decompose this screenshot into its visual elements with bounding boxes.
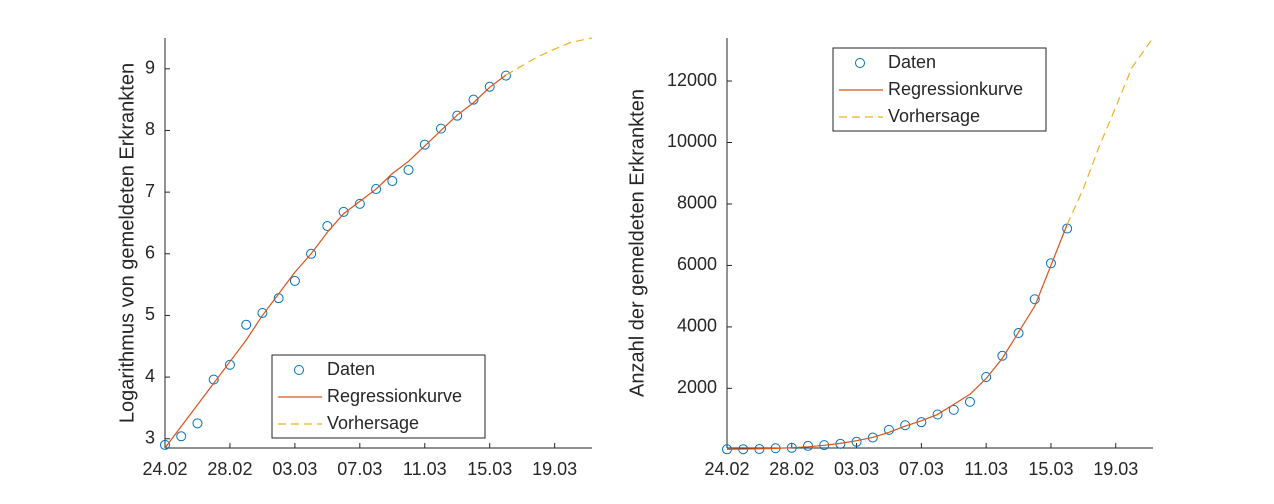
x-tick-label: 24.02 bbox=[704, 459, 749, 479]
x-tick-label: 07.03 bbox=[899, 459, 944, 479]
data-point bbox=[452, 110, 463, 121]
data-point bbox=[1029, 294, 1040, 305]
data-point bbox=[948, 404, 959, 415]
y-tick-label: 8000 bbox=[677, 193, 717, 213]
x-tick-label: 19.03 bbox=[1093, 459, 1138, 479]
y-tick-label: 4 bbox=[145, 366, 155, 386]
data-point bbox=[289, 275, 300, 286]
data-point bbox=[306, 248, 317, 259]
data-point bbox=[1013, 328, 1024, 339]
y-tick-label: 9 bbox=[145, 58, 155, 78]
data-point bbox=[224, 359, 235, 370]
x-tick-label: 15.03 bbox=[467, 459, 512, 479]
y-tick-label: 4000 bbox=[677, 316, 717, 336]
data-point bbox=[192, 418, 203, 429]
y-tick-label: 5 bbox=[145, 304, 155, 324]
data-point bbox=[436, 123, 447, 134]
data-point bbox=[371, 184, 382, 195]
y-tick-label: 10000 bbox=[667, 131, 717, 151]
data-point bbox=[932, 409, 943, 420]
legend-label: Regressionkurve bbox=[327, 386, 462, 406]
data-point bbox=[387, 176, 398, 187]
data-point bbox=[403, 164, 414, 175]
x-tick-label: 03.03 bbox=[834, 459, 879, 479]
x-tick-label: 11.03 bbox=[964, 459, 1008, 479]
x-tick-label: 11.03 bbox=[403, 459, 447, 479]
data-point bbox=[964, 396, 975, 407]
data-point bbox=[338, 206, 349, 217]
data-point bbox=[867, 432, 878, 443]
data-point bbox=[160, 439, 170, 450]
data-point bbox=[484, 81, 495, 92]
y-tick-label: 12000 bbox=[667, 70, 717, 90]
data-point bbox=[981, 372, 992, 383]
series-line bbox=[726, 224, 1068, 450]
y-tick-label: 6000 bbox=[677, 254, 717, 274]
legend-label: Daten bbox=[888, 52, 936, 72]
y-axis-label: Anzahl der gemeldeten Erkrankten bbox=[626, 89, 648, 397]
series-line bbox=[505, 37, 593, 76]
data-point bbox=[1045, 258, 1056, 269]
x-tick-label: 28.02 bbox=[207, 459, 252, 479]
data-point bbox=[883, 424, 894, 435]
legend-label: Vorhersage bbox=[327, 413, 419, 433]
x-tick-label: 03.03 bbox=[272, 459, 317, 479]
data-point bbox=[176, 431, 187, 442]
data-point bbox=[500, 70, 511, 81]
y-tick-label: 7 bbox=[145, 181, 155, 201]
y-tick-label: 6 bbox=[145, 243, 155, 263]
data-point bbox=[997, 350, 1008, 361]
data-point bbox=[419, 139, 430, 150]
legend-label: Daten bbox=[327, 359, 375, 379]
data-point bbox=[322, 221, 333, 232]
x-tick-label: 24.02 bbox=[142, 459, 187, 479]
y-tick-label: 3 bbox=[145, 428, 155, 448]
x-tick-label: 07.03 bbox=[337, 459, 382, 479]
data-point bbox=[241, 319, 252, 330]
data-point bbox=[354, 198, 365, 209]
x-tick-label: 19.03 bbox=[532, 459, 577, 479]
legend-label: Regressionkurve bbox=[888, 79, 1023, 99]
series-line bbox=[1066, 37, 1154, 225]
data-point bbox=[468, 94, 479, 105]
x-tick-label: 28.02 bbox=[769, 459, 814, 479]
x-tick-label: 15.03 bbox=[1028, 459, 1073, 479]
series-line bbox=[164, 74, 507, 449]
legend-marker bbox=[294, 365, 304, 375]
y-tick-label: 8 bbox=[145, 119, 155, 139]
y-axis-label: Logarithmus von gemeldeten Erkrankten bbox=[116, 63, 138, 423]
legend-label: Vorhersage bbox=[888, 106, 980, 126]
data-point bbox=[257, 307, 268, 318]
y-tick-label: 2000 bbox=[677, 377, 717, 397]
legend-marker bbox=[855, 58, 865, 68]
